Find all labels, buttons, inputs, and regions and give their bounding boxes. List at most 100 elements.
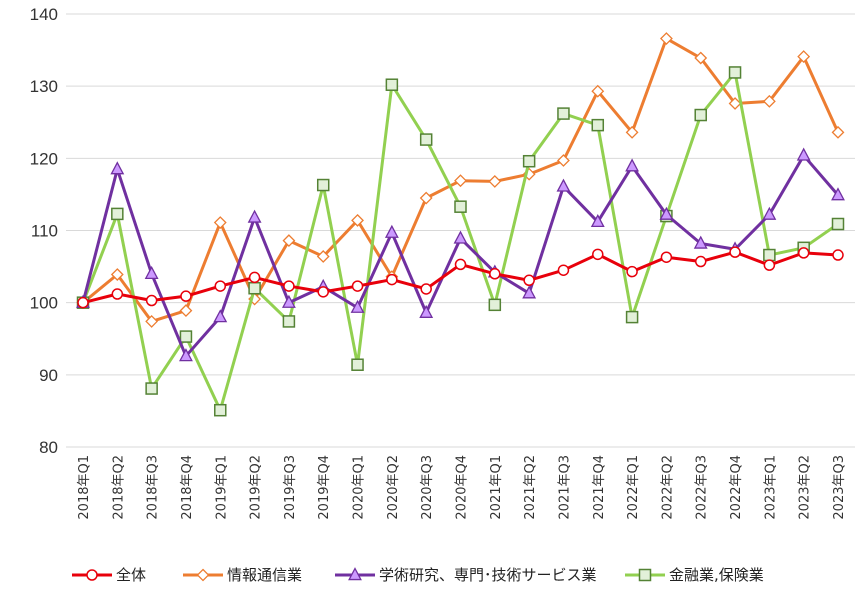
x-tick-label: 2019年Q4 <box>317 455 332 520</box>
y-tick-label: 120 <box>30 149 58 168</box>
data-point <box>145 315 159 328</box>
data-point <box>797 247 810 259</box>
data-point <box>729 246 741 258</box>
data-point <box>557 264 570 276</box>
x-tick-label: 2021年Q1 <box>489 455 504 520</box>
data-point <box>316 250 330 263</box>
data-point <box>625 125 639 139</box>
data-point <box>660 251 673 263</box>
data-point <box>797 50 811 63</box>
data-point <box>386 273 398 286</box>
data-point <box>248 271 261 284</box>
y-tick-label: 100 <box>30 294 58 313</box>
x-tick-label: 2018年Q3 <box>146 455 161 520</box>
data-point <box>592 248 604 261</box>
data-point <box>831 217 845 231</box>
data-point <box>213 216 227 229</box>
data-point <box>488 298 502 312</box>
legend-item: 全体 <box>72 566 146 584</box>
x-tick-label: 2021年Q4 <box>592 455 607 520</box>
data-point <box>111 288 124 300</box>
x-axis-ticks: 2018年Q1 2018年Q2 2018年Q3 2018年Q4 2019年Q1 2019年… <box>77 455 847 520</box>
legend-label: 金融業,保険業 <box>669 566 764 584</box>
data-point <box>831 187 845 201</box>
x-tick-label: 2020年Q4 <box>455 455 470 520</box>
data-point <box>384 224 399 238</box>
series-4 <box>76 66 845 417</box>
data-point <box>110 161 125 175</box>
data-point <box>557 154 570 167</box>
data-point <box>762 206 777 220</box>
y-tick-label: 110 <box>31 222 58 241</box>
data-point <box>557 107 570 120</box>
data-point <box>762 94 776 108</box>
y-axis-ticks: 80 90 100 110 120 130 140 <box>30 5 58 457</box>
x-tick-label: 2021年Q3 <box>557 455 572 520</box>
data-point <box>110 268 124 281</box>
x-tick-label: 2022年Q2 <box>660 455 675 520</box>
legend-item: 学術研究、専門･技術サービス業 <box>335 566 597 584</box>
legend-label: 全体 <box>116 566 146 584</box>
data-point <box>350 299 365 313</box>
data-point <box>796 147 811 161</box>
data-point <box>659 32 673 45</box>
data-point <box>282 234 296 248</box>
data-point <box>420 283 432 295</box>
legend-item: 情報通信業 <box>183 566 302 584</box>
x-tick-label: 2019年Q3 <box>283 455 298 520</box>
data-point <box>728 66 742 79</box>
data-point <box>488 175 502 188</box>
x-tick-label: 2022年Q1 <box>626 455 641 520</box>
x-tick-label: 2019年Q2 <box>249 455 264 520</box>
series-3 <box>76 147 845 362</box>
x-tick-label: 2018年Q4 <box>180 455 195 520</box>
data-point <box>419 191 433 205</box>
data-point <box>213 309 228 323</box>
data-point <box>728 97 742 110</box>
x-tick-label: 2020年Q3 <box>420 455 435 520</box>
data-point <box>694 51 708 65</box>
legend-label: 情報通信業 <box>227 566 302 584</box>
data-point <box>625 310 639 324</box>
data-point <box>556 178 571 192</box>
data-point <box>522 285 537 299</box>
data-point <box>351 358 364 371</box>
data-point <box>489 268 501 280</box>
x-tick-label: 2022年Q3 <box>695 455 710 520</box>
x-tick-label: 2023年Q3 <box>832 455 847 520</box>
data-point <box>385 78 399 91</box>
data-point <box>282 315 296 328</box>
x-tick-label: 2022年Q4 <box>729 455 744 520</box>
data-point <box>591 84 605 98</box>
data-point <box>832 249 844 261</box>
data-point <box>590 213 605 228</box>
y-tick-label: 80 <box>39 438 58 457</box>
series-1 <box>77 246 844 309</box>
data-point <box>523 274 535 287</box>
x-tick-label: 2018年Q2 <box>111 455 126 520</box>
y-tick-label: 90 <box>39 366 58 385</box>
data-point <box>214 403 227 417</box>
x-tick-label: 2019年Q1 <box>214 455 229 520</box>
data-point <box>831 125 845 139</box>
data-point <box>214 280 227 292</box>
series-2 <box>76 32 845 328</box>
data-point <box>316 178 330 192</box>
data-point <box>351 213 364 227</box>
data-point <box>145 294 158 307</box>
x-tick-label: 2021年Q2 <box>523 455 538 520</box>
y-tick-label: 130 <box>30 77 58 96</box>
legend-marker <box>638 568 652 582</box>
legend-marker <box>348 567 362 581</box>
data-point <box>522 154 536 168</box>
data-point <box>763 248 776 262</box>
legend-marker <box>86 569 98 581</box>
data-point <box>144 265 159 280</box>
legend: 全体 情報通信業 学術研究、専門･技術サービス業 金融業,保険業 <box>72 566 764 584</box>
data-point <box>453 230 468 244</box>
data-point <box>111 207 124 221</box>
data-point <box>694 255 707 268</box>
x-tick-label: 2018年Q1 <box>77 455 92 520</box>
data-point <box>419 304 434 318</box>
